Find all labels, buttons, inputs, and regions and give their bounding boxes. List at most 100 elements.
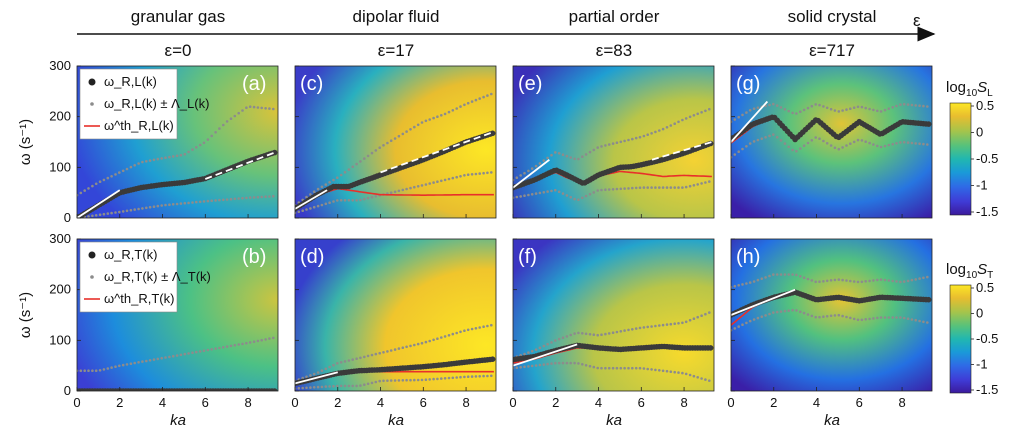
x-tick-label: 6 [202, 395, 209, 410]
panel-label-c: (c) [300, 73, 323, 95]
error-band-point [768, 312, 771, 316]
phase-name-solid-crystal: solid crystal [788, 7, 877, 26]
error-band-point [320, 385, 324, 389]
error-band-point [661, 186, 665, 189]
colorbar-tick-label: -0.5 [976, 331, 998, 346]
error-band-point [577, 157, 580, 161]
error-band-point [530, 167, 534, 170]
error-band-point [787, 109, 790, 113]
error-band-point [631, 186, 634, 190]
error-band-point [229, 197, 233, 201]
panel-e-series [513, 107, 714, 201]
error-band-point [700, 111, 703, 114]
panel-h-series [731, 273, 932, 332]
x-tick-label: 4 [377, 395, 384, 410]
error-band-point [868, 279, 871, 283]
error-band-point [527, 193, 530, 197]
error-band-point [519, 366, 522, 369]
error-band-point [802, 311, 806, 315]
error-band-point [79, 369, 83, 373]
x-axis-label-3: ka [606, 412, 622, 429]
error-band-point [607, 366, 611, 370]
error-band-point [906, 103, 910, 106]
error-band-point [872, 143, 875, 146]
error-band-point [339, 361, 343, 364]
error-band-point [386, 350, 389, 353]
error-band-point [554, 151, 557, 154]
error-band-point [455, 107, 459, 110]
error-band-point [156, 204, 160, 208]
error-band-point [328, 365, 331, 369]
error-band-point [187, 352, 190, 355]
error-band-point [114, 211, 117, 214]
error-band-point [592, 365, 596, 369]
error-band-point [98, 180, 102, 183]
error-band-point [631, 328, 634, 331]
error-band-point [490, 374, 493, 378]
error-band-point [264, 195, 267, 198]
error-band-point [741, 283, 744, 286]
error-band-point [478, 172, 482, 175]
error-band-point [748, 142, 752, 145]
error-band-point [252, 340, 256, 344]
error-band-point [852, 317, 856, 321]
error-band-point [849, 142, 852, 145]
error-band-point [557, 337, 561, 341]
error-band-point [164, 156, 167, 159]
error-band-point [455, 331, 459, 335]
error-band-point [818, 137, 821, 140]
phase-eps-partial-order: ε=83 [596, 41, 632, 60]
error-band-point [588, 192, 592, 196]
error-band-point [118, 171, 121, 174]
error-band-point [914, 318, 917, 322]
error-band-point [799, 275, 802, 278]
error-band-point [233, 343, 237, 347]
error-band-point [137, 162, 140, 165]
colorbar-scale-top [949, 102, 972, 216]
error-band-point [393, 379, 397, 382]
error-band-point [409, 378, 412, 382]
panel-label-b: (b) [242, 246, 266, 268]
error-band-point [833, 278, 837, 282]
error-band-point [802, 276, 806, 280]
error-band-point [588, 333, 592, 336]
error-band-point [596, 146, 599, 149]
error-band-point [301, 376, 305, 380]
error-band-point [366, 354, 370, 358]
error-band-point [696, 376, 699, 379]
error-band-point [202, 141, 206, 145]
error-band-point [795, 149, 798, 153]
error-band-point [171, 354, 175, 358]
error-band-point [359, 356, 362, 360]
error-band-point [245, 196, 248, 200]
error-band-point [791, 308, 794, 312]
error-band-point [424, 378, 428, 382]
error-band-point [764, 136, 767, 139]
error-band-point [455, 175, 459, 179]
legend-band-label: ω_R,T(k) ± Λ_T(k) [104, 269, 211, 284]
error-band-point [677, 371, 680, 374]
error-band-point [214, 199, 217, 202]
y-tick-label: 100 [49, 159, 71, 174]
error-band-point [195, 200, 198, 204]
error-band-point [436, 115, 439, 118]
error-band-point [684, 320, 688, 324]
error-band-point [604, 188, 607, 191]
error-band-point [538, 191, 542, 195]
error-band-point [121, 363, 125, 367]
colorbar-tick-label: 0 [976, 306, 983, 321]
error-band-point [772, 273, 775, 276]
error-band-point [125, 167, 129, 171]
error-band-point [260, 106, 264, 110]
error-band-point [382, 379, 385, 383]
legend-data-marker [88, 251, 96, 259]
error-band-point [688, 318, 692, 322]
error-band-point [542, 344, 546, 348]
error-band-point [206, 199, 210, 203]
error-band-point [895, 104, 898, 108]
error-band-point [852, 280, 856, 283]
error-band-point [198, 350, 202, 353]
error-band-point [791, 273, 794, 276]
error-band-point [879, 145, 883, 149]
error-band-point [692, 184, 696, 187]
